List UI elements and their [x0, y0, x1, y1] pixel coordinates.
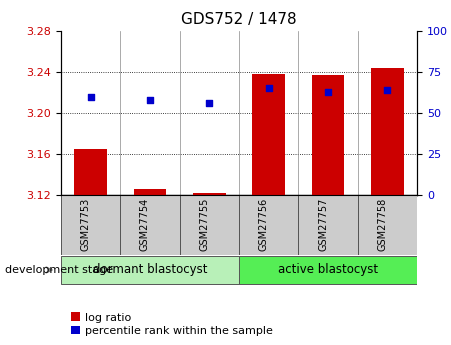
Text: active blastocyst: active blastocyst — [278, 264, 378, 276]
Title: GDS752 / 1478: GDS752 / 1478 — [181, 12, 297, 27]
Bar — [179, 195, 239, 255]
Bar — [299, 195, 358, 255]
Point — [206, 100, 213, 106]
Bar — [371, 68, 404, 195]
Bar — [239, 195, 299, 255]
Text: dormant blastocyst: dormant blastocyst — [93, 264, 207, 276]
Bar — [312, 75, 345, 195]
Text: GSM27758: GSM27758 — [377, 198, 387, 251]
Bar — [61, 256, 239, 284]
Bar — [239, 256, 417, 284]
Bar — [133, 189, 166, 195]
Bar — [120, 195, 179, 255]
Legend: log ratio, percentile rank within the sample: log ratio, percentile rank within the sa… — [71, 313, 273, 336]
Text: GSM27756: GSM27756 — [259, 198, 269, 251]
Point — [87, 94, 94, 99]
Point — [265, 86, 272, 91]
Point — [146, 97, 153, 103]
Point — [325, 89, 332, 95]
Text: GSM27755: GSM27755 — [199, 198, 209, 251]
Bar — [358, 195, 417, 255]
Bar — [193, 193, 226, 195]
Text: GSM27753: GSM27753 — [81, 198, 91, 251]
Bar — [61, 195, 120, 255]
Text: GSM27754: GSM27754 — [140, 198, 150, 251]
Text: GSM27757: GSM27757 — [318, 198, 328, 251]
Bar — [74, 149, 107, 195]
Text: development stage: development stage — [5, 265, 113, 275]
Point — [384, 87, 391, 93]
Bar — [253, 74, 285, 195]
